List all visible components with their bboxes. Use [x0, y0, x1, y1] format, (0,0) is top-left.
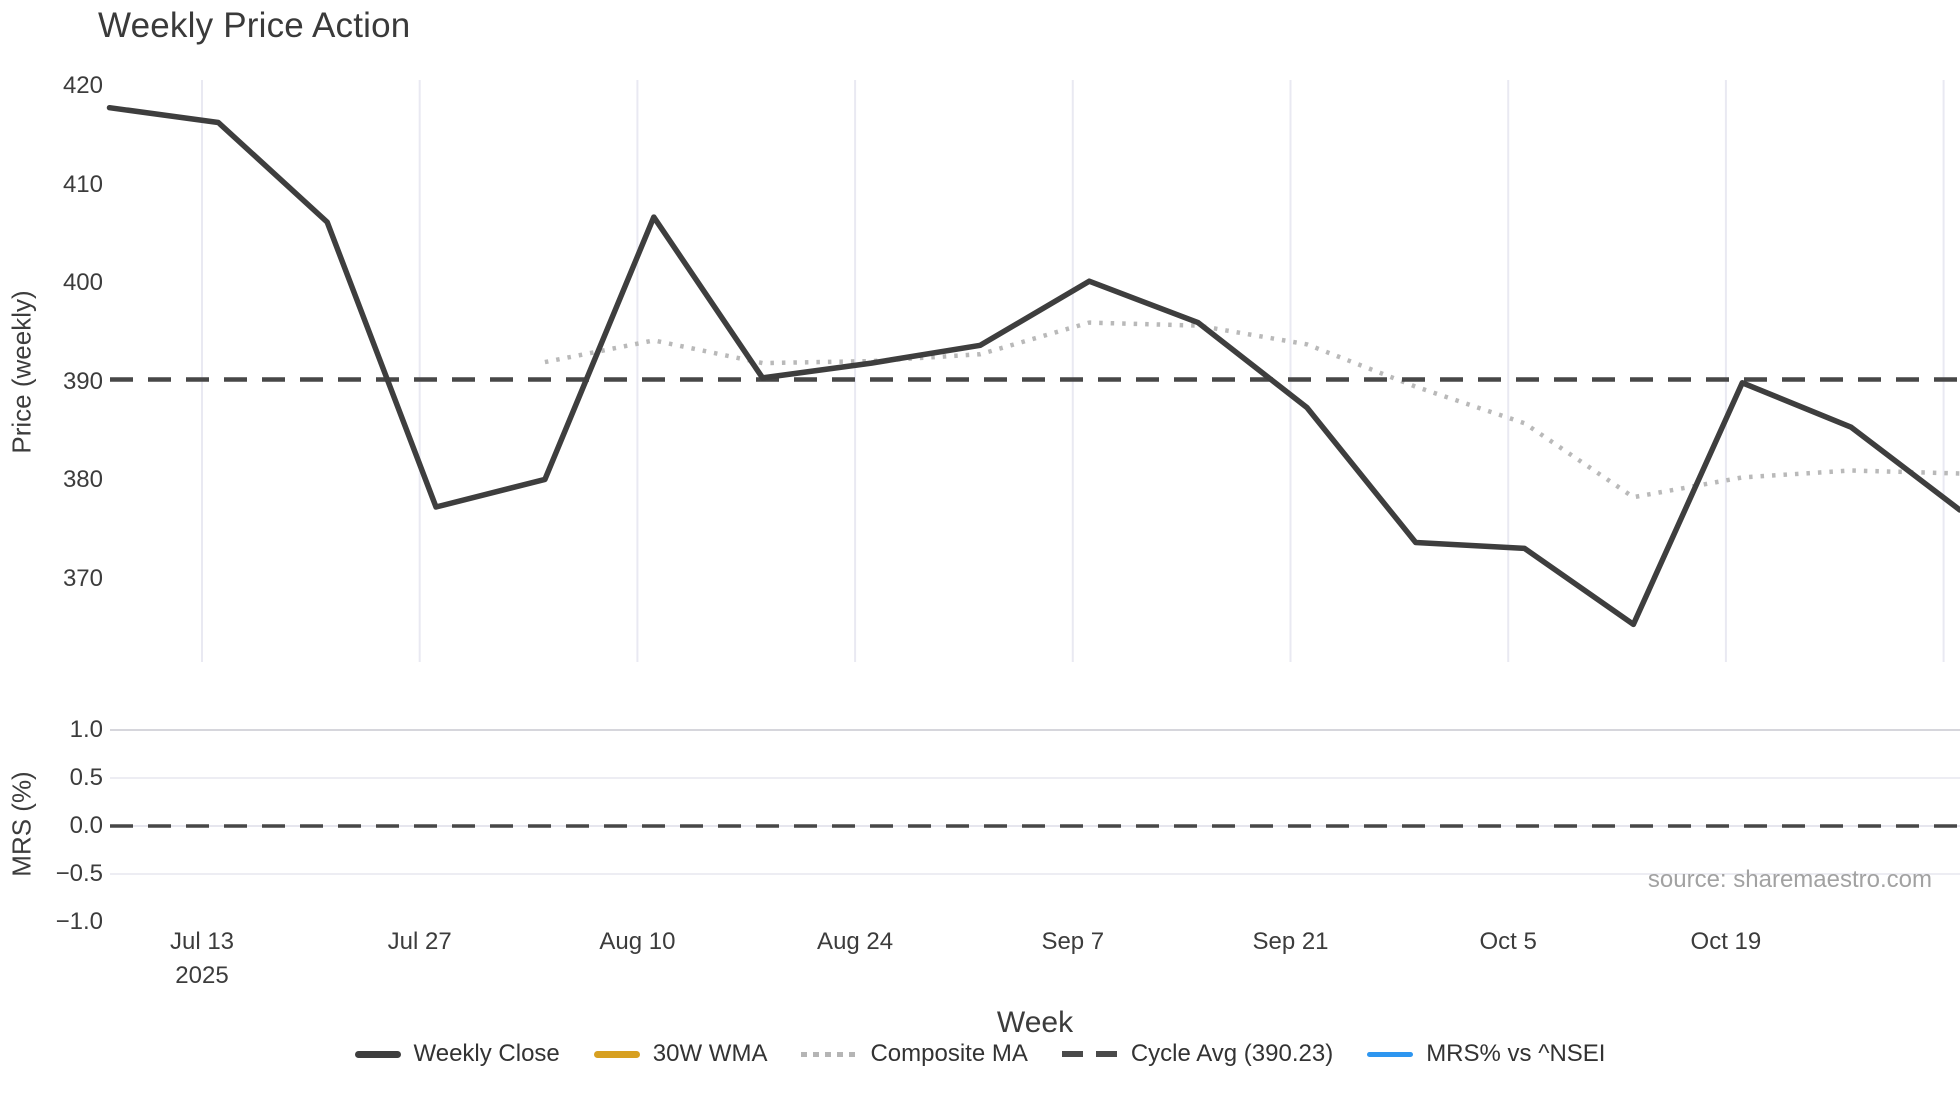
mrs-ytick-label: 1.0 [69, 716, 103, 743]
price-ytick-label: 380 [62, 466, 103, 494]
mrs-ytick-label: 0.5 [69, 764, 103, 791]
legend-item-weekly-close: Weekly Close [354, 1040, 560, 1068]
price-ytick-label: 370 [62, 565, 103, 592]
x-tick-label: Aug 10 [599, 928, 676, 955]
price-ytick-label: 390 [62, 367, 103, 395]
series-weekly-close-line [106, 104, 1960, 628]
x-tick-label: Sep 7 [1041, 928, 1105, 955]
source-watermark: source: sharemaestro.com [1647, 866, 1932, 893]
x-tick-year-label: 2025 [175, 962, 229, 989]
price-ytick-label: 410 [62, 170, 103, 198]
legend-label-composite-ma: Composite MA [870, 1040, 1028, 1067]
x-tick-label: Sep 21 [1252, 928, 1329, 955]
legend-label-30w-wma: 30W WMA [652, 1040, 768, 1067]
legend-swatch-weekly-close-icon [354, 1050, 401, 1058]
mrs-ytick-label: 0.0 [69, 812, 103, 839]
legend-item-mrs-vs-nsei: MRS% vs ^NSEI [1367, 1040, 1605, 1068]
legend-label-cycle-avg-390-23-: Cycle Avg (390.23) [1130, 1040, 1334, 1067]
x-tick-label: Oct 19 [1690, 928, 1762, 955]
legend-swatch-mrs-vs-nsei-icon [1367, 1051, 1414, 1057]
x-tick-label: Jul 27 [387, 928, 452, 955]
legend-label-weekly-close: Weekly Close [413, 1040, 560, 1067]
legend-swatch-30w-wma-icon [593, 1050, 640, 1058]
x-axis-title: Week [996, 1006, 1074, 1039]
legend-item-30w-wma: 30W WMA [593, 1040, 768, 1068]
legend-swatch-cycle-avg-390-23--icon [1061, 1051, 1118, 1057]
mrs-ytick-label: −0.5 [55, 860, 103, 887]
price-ytick-label: 420 [62, 72, 103, 99]
legend-item-composite-ma: Composite MA [801, 1040, 1028, 1068]
chart-title: Weekly Price Action [98, 6, 411, 45]
mrs-ytick-label: −1.0 [55, 908, 103, 935]
legend: Weekly Close 30W WMA Composite MA Cycle Avg… [0, 1040, 1960, 1068]
x-tick-label: Aug 24 [817, 928, 894, 955]
legend-swatch-composite-ma-icon [801, 1051, 858, 1057]
legend-item-cycle-avg-390-23-: Cycle Avg (390.23) [1061, 1040, 1334, 1068]
x-tick-label: Oct 5 [1479, 928, 1537, 955]
price-ytick-label: 400 [62, 269, 103, 297]
x-tick-label: Jul 13 2025 [169, 928, 235, 989]
legend-label-mrs-vs-nsei: MRS% vs ^NSEI [1426, 1040, 1606, 1067]
series-composite-ma-line [544, 320, 1960, 500]
